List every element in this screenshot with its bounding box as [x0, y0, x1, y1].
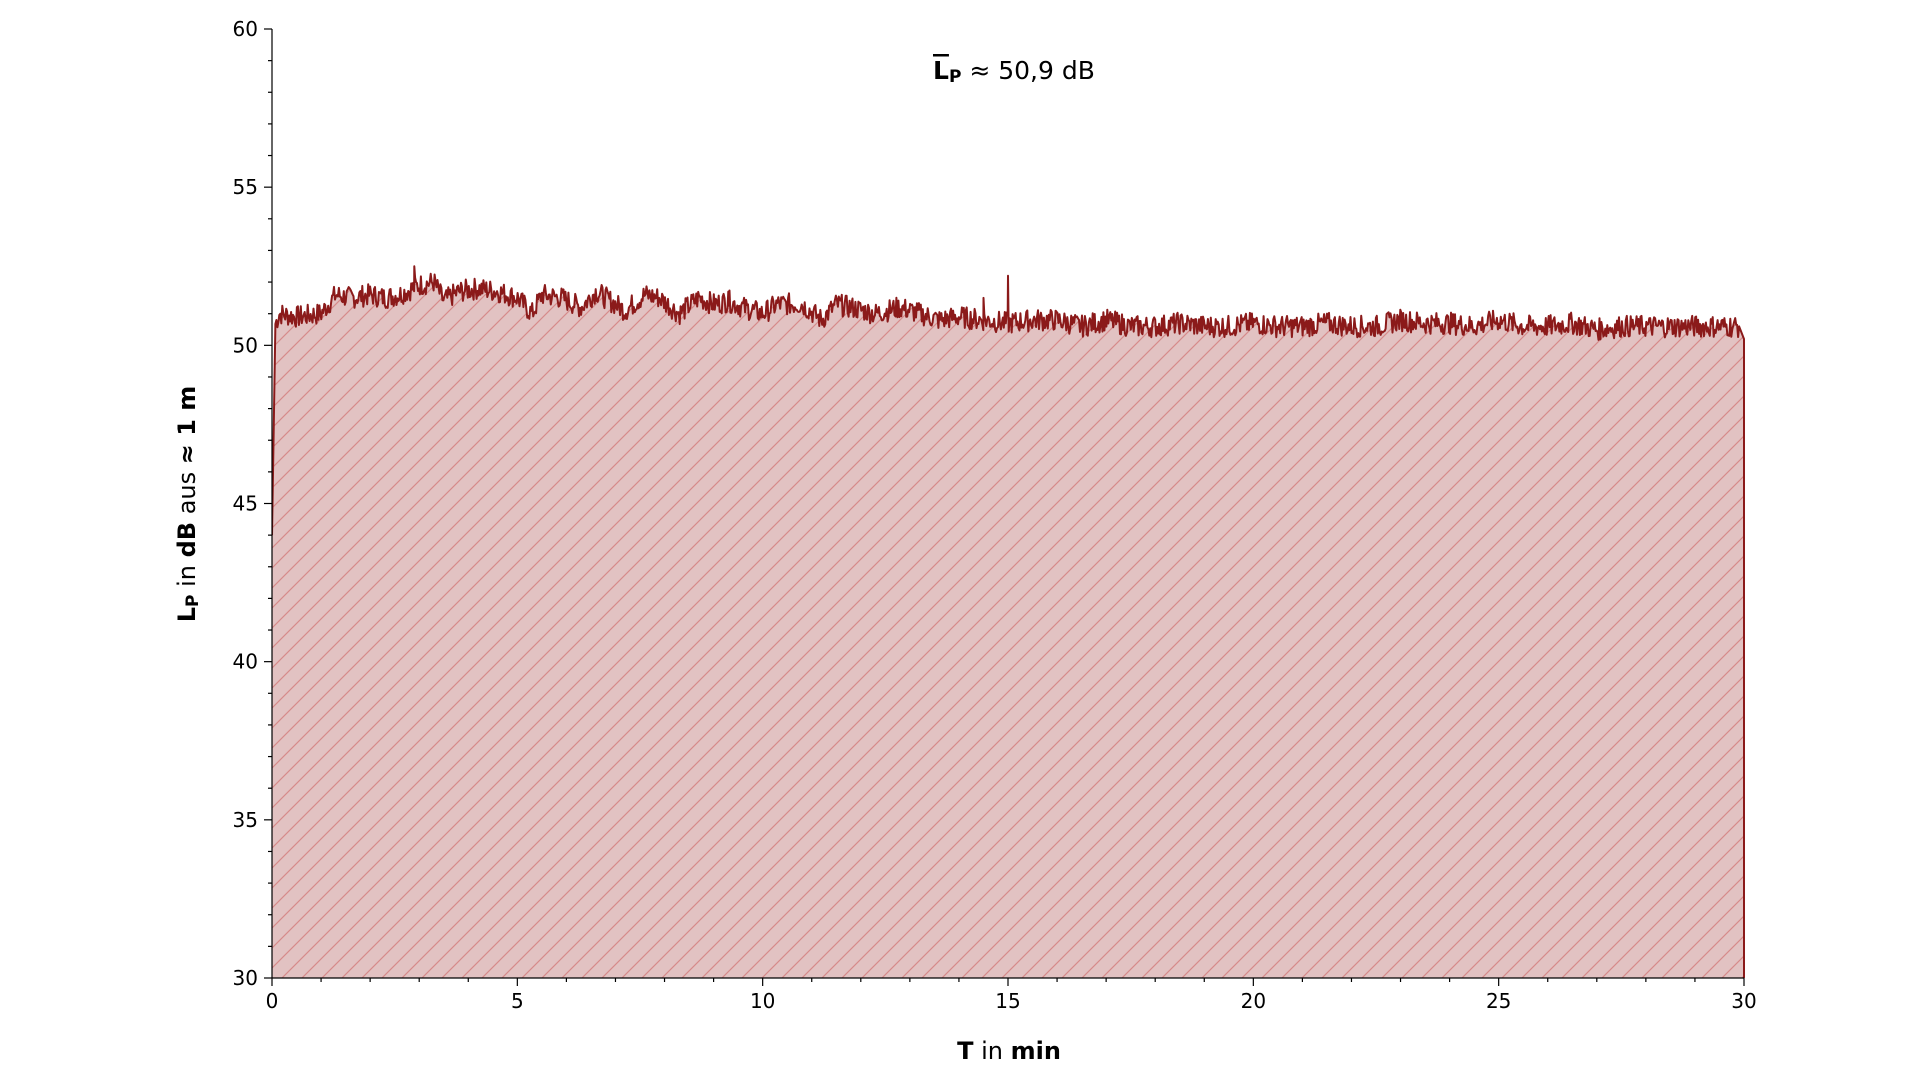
y-axis-connector-2: aus — [173, 464, 201, 522]
axes: 0 5 10 15 20 25 30 30 35 40 45 50 55 60 — [233, 17, 1757, 1013]
x-axis-connector: in — [973, 1037, 1010, 1065]
annotation-value: ≈ 50,9 dB — [961, 56, 1094, 85]
series-line — [272, 265, 1745, 978]
y-axis-distance: ≈ 1 m — [173, 386, 201, 465]
y-axis-unit: dB — [173, 522, 201, 557]
y-axis-title: LP in dB aus ≈ 1 m — [173, 386, 203, 623]
plot-area — [272, 265, 1745, 978]
y-axis-connector-1: in — [173, 557, 201, 594]
x-tick-label: 30 — [1731, 989, 1756, 1013]
y-tick-label: 35 — [233, 808, 258, 832]
mean-level-annotation: LP ≈ 50,9 dB — [933, 56, 1095, 87]
x-axis-variable: T — [957, 1037, 974, 1065]
y-tick-label: 45 — [233, 492, 258, 516]
x-tick-label: 20 — [1241, 989, 1266, 1013]
y-tick-label: 55 — [233, 175, 258, 199]
y-tick-label: 40 — [233, 650, 258, 674]
x-axis-unit: min — [1011, 1037, 1061, 1065]
x-tick-label: 25 — [1486, 989, 1511, 1013]
y-tick-label: 30 — [233, 966, 258, 990]
x-tick-label: 0 — [266, 989, 279, 1013]
x-tick-label: 5 — [511, 989, 524, 1013]
y-axis-subscript: P — [183, 595, 203, 607]
y-axis-variable: L — [173, 607, 201, 622]
y-tick-label: 50 — [233, 333, 258, 357]
y-ticks: 30 35 40 45 50 55 60 — [233, 17, 272, 990]
annotation-subscript: P — [949, 67, 961, 87]
y-tick-label: 60 — [233, 17, 258, 41]
x-tick-label: 15 — [995, 989, 1020, 1013]
x-ticks: 0 5 10 15 20 25 30 — [266, 978, 1757, 1013]
x-tick-label: 10 — [750, 989, 775, 1013]
x-axis-title: T in min — [957, 1037, 1061, 1065]
area-hatch — [272, 266, 1744, 978]
annotation-symbol: L — [933, 56, 949, 85]
